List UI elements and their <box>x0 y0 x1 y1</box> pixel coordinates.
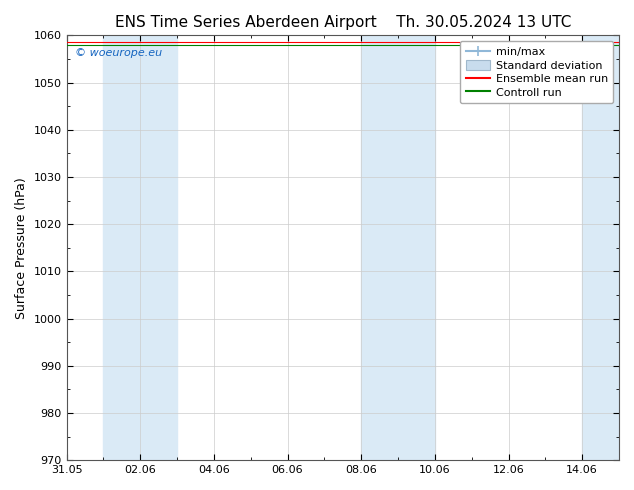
Title: ENS Time Series Aberdeen Airport    Th. 30.05.2024 13 UTC: ENS Time Series Aberdeen Airport Th. 30.… <box>115 15 571 30</box>
Bar <box>103 35 177 460</box>
Legend: min/max, Standard deviation, Ensemble mean run, Controll run: min/max, Standard deviation, Ensemble me… <box>460 41 614 103</box>
Bar <box>582 35 619 460</box>
Y-axis label: Surface Pressure (hPa): Surface Pressure (hPa) <box>15 177 28 318</box>
Text: © woeurope.eu: © woeurope.eu <box>75 48 162 58</box>
Bar <box>361 35 435 460</box>
